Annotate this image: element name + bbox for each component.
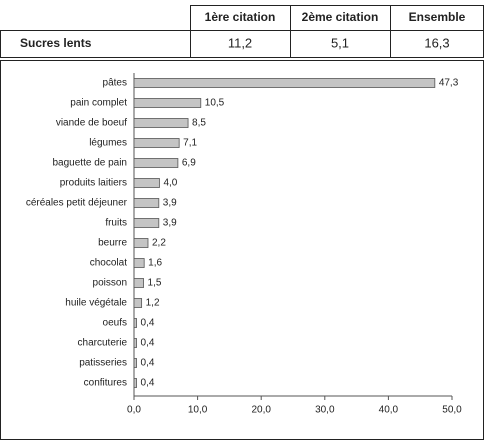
value-label: 0,4 [141, 338, 155, 349]
value-label: 3,9 [163, 198, 177, 209]
value-label: 47,3 [439, 78, 459, 89]
value-label: 1,5 [148, 278, 162, 289]
y-tick-label: fruits [105, 218, 127, 229]
y-tick-label: oeufs [103, 318, 127, 329]
value-label: 0,4 [141, 318, 155, 329]
bar [133, 98, 202, 108]
y-tick-label: pain complet [70, 98, 127, 109]
bar [133, 218, 160, 228]
column-header: 1ère citation [205, 10, 276, 24]
cell: 11,2 [228, 35, 252, 50]
x-tick-label: 40,0 [379, 405, 399, 416]
value-label: 2,2 [152, 238, 166, 249]
value-label: 3,9 [163, 218, 177, 229]
bar [133, 138, 180, 148]
bar [133, 258, 145, 268]
value-label: 10,5 [205, 98, 225, 109]
x-tick-label: 10,0 [188, 405, 208, 416]
y-tick-label: charcuterie [78, 338, 128, 349]
value-label: 6,9 [182, 158, 196, 169]
value-label: 0,4 [141, 378, 155, 389]
y-tick-label: baguette de pain [52, 158, 127, 169]
y-tick-label: pâtes [103, 78, 127, 89]
y-tick-label: poisson [93, 278, 127, 289]
column-header: 2ème citation [302, 10, 379, 24]
bar [133, 278, 144, 288]
x-tick-label: 20,0 [251, 405, 271, 416]
y-tick-label: confitures [84, 378, 127, 389]
x-tick-label: 30,0 [315, 405, 335, 416]
y-tick-label: chocolat [90, 258, 127, 269]
value-label: 8,5 [192, 118, 206, 129]
bar [133, 78, 436, 88]
bar [133, 358, 137, 368]
cell: 5,1 [331, 35, 349, 50]
bar [133, 298, 143, 308]
value-label: 1,6 [148, 258, 162, 269]
y-tick-label: huile végétale [65, 298, 127, 309]
bar [133, 118, 189, 128]
bar [133, 338, 137, 348]
bar [133, 178, 160, 188]
row-border [0, 30, 484, 58]
x-tick-label: 0,0 [127, 405, 141, 416]
bar [133, 158, 179, 168]
value-label: 7,1 [183, 138, 197, 149]
table [0, 5, 484, 440]
bar [133, 378, 137, 388]
value-label: 1,2 [146, 298, 160, 309]
x-tick-label: 50,0 [442, 405, 462, 416]
cell: 16,3 [424, 35, 449, 50]
value-label: 4,0 [163, 178, 177, 189]
bar [133, 318, 137, 328]
y-tick-label: viande de boeuf [56, 118, 127, 129]
y-tick-label: légumes [89, 138, 127, 149]
value-label: 0,4 [141, 358, 155, 369]
y-tick-label: patisseries [79, 358, 127, 369]
bar [133, 198, 160, 208]
bar [133, 238, 149, 248]
y-tick-label: beurre [98, 238, 127, 249]
row-header: Sucres lents [20, 36, 92, 50]
column-header: Ensemble [409, 10, 466, 24]
y-tick-label: produits laitiers [60, 178, 127, 189]
y-tick-label: céréales petit déjeuner [26, 198, 128, 209]
